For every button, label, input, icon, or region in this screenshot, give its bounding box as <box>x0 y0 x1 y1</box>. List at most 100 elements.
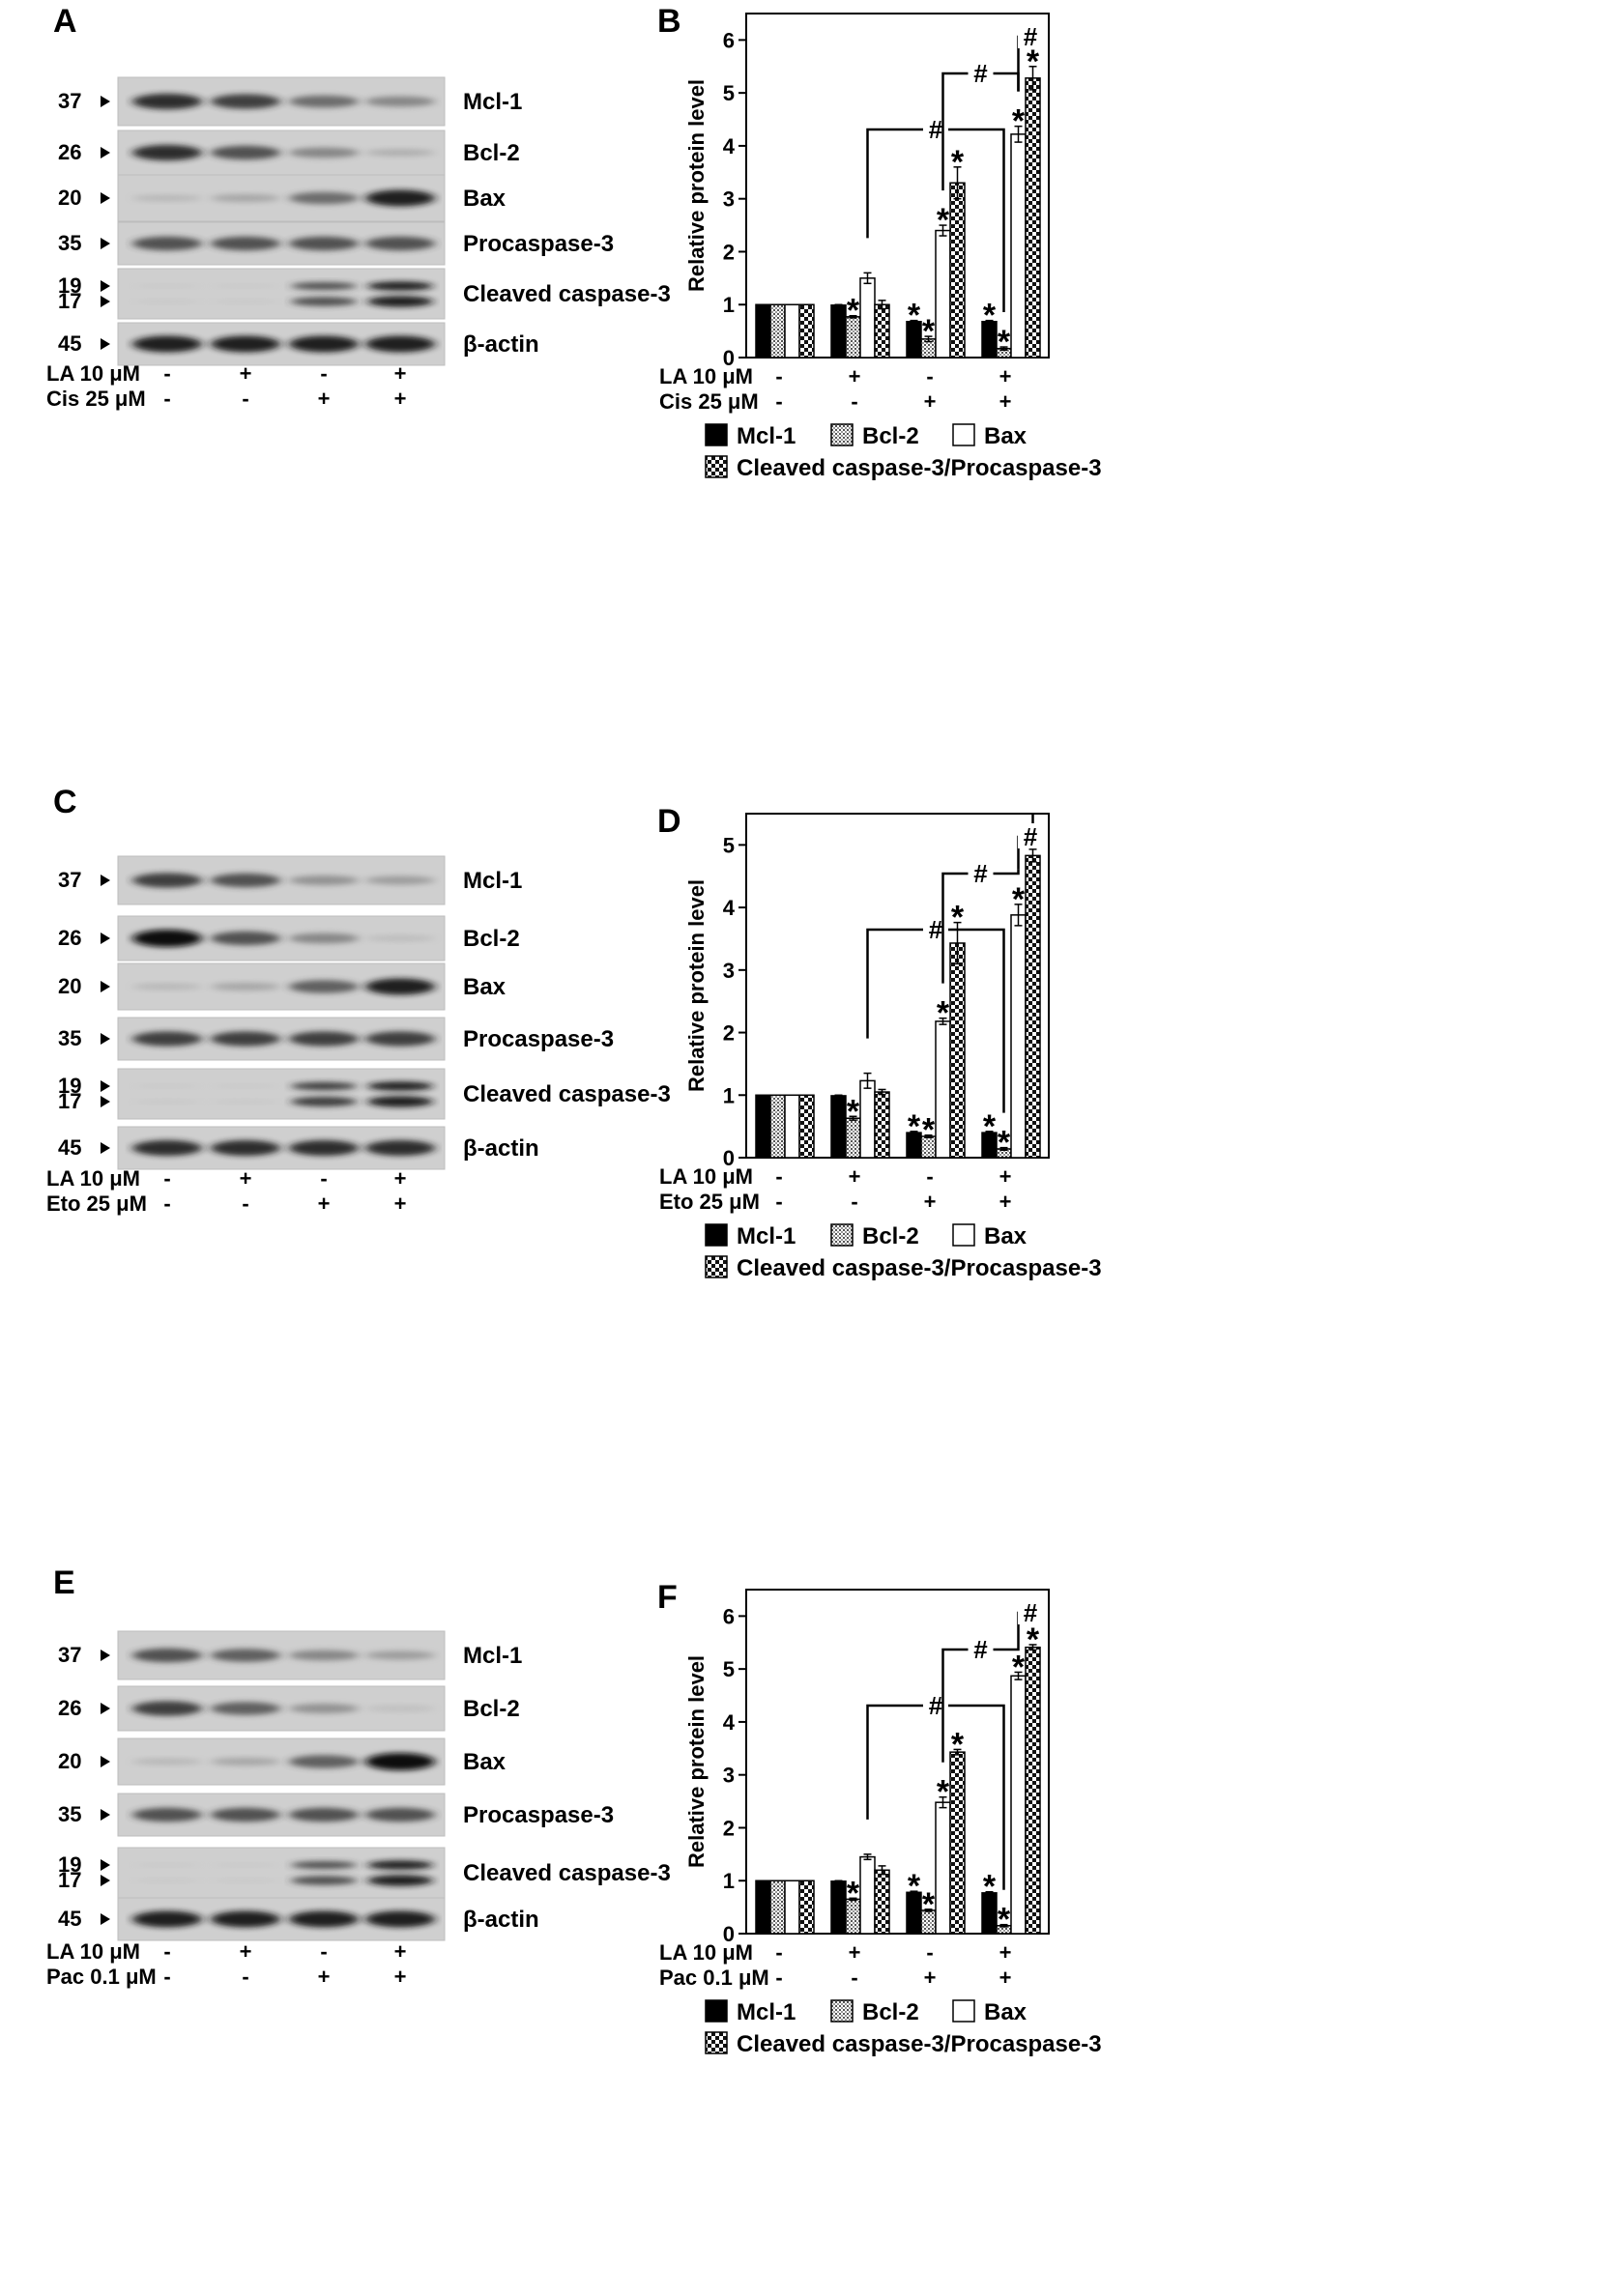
bar <box>798 303 815 359</box>
treatment-mark: + <box>999 364 1012 388</box>
treatment-mark: - <box>163 387 170 411</box>
blot-band <box>132 194 202 202</box>
treatment-mark: + <box>394 387 407 411</box>
mw-label: 26 <box>58 1696 81 1720</box>
mw-arrow-icon <box>101 1142 110 1154</box>
bar <box>859 1855 876 1935</box>
mw-label: 37 <box>58 89 81 113</box>
bar <box>949 1751 966 1935</box>
bar <box>830 1095 847 1159</box>
blot-protein-label: Bcl-2 <box>463 140 520 166</box>
blot-row: 37 Mcl-1 <box>58 855 522 905</box>
blot-band-lower <box>134 1100 200 1104</box>
blot-band-upper <box>134 1084 200 1088</box>
legend-label: Mcl-1 <box>737 423 796 449</box>
blot-row: 20 Bax <box>58 1737 507 1786</box>
mw-arrow-icon <box>101 338 110 350</box>
blot-protein-label: β-actin <box>463 1907 539 1933</box>
treatment-label: LA 10 μM <box>46 1166 140 1191</box>
mw-label: 35 <box>58 1802 81 1826</box>
blot-band-lower <box>367 1875 433 1886</box>
legend-swatch <box>830 423 854 446</box>
blot-row: 35 Procaspase-3 <box>58 1017 614 1061</box>
legend-label: Bax <box>984 1999 1028 2025</box>
blot-band <box>365 1031 435 1047</box>
significance-bracket: # <box>1017 814 1043 870</box>
mw-label: 20 <box>58 974 81 998</box>
y-tick-label: 5 <box>723 81 735 105</box>
mw-arrow-icon <box>101 1650 110 1661</box>
treatment-mark: - <box>926 1940 933 1965</box>
blot-band <box>365 236 435 251</box>
treatment-mark: + <box>924 389 937 414</box>
legend-label: Cleaved caspase-3/Procaspase-3 <box>737 1255 1102 1281</box>
significance-star: * <box>1012 1649 1026 1685</box>
bar <box>784 1880 800 1935</box>
bar <box>755 1880 771 1935</box>
treatment-label: LA 10 μM <box>659 1164 753 1189</box>
legend-swatch <box>952 1223 975 1247</box>
blot-protein-label: Bax <box>463 186 507 212</box>
mw-arrow-icon <box>101 296 110 307</box>
mw-label: 26 <box>58 926 81 950</box>
bar <box>859 1079 876 1159</box>
blot-band-lower <box>213 1100 278 1104</box>
treatment-mark: + <box>924 1966 937 1990</box>
bracket-symbol: # <box>1024 822 1038 851</box>
panel-letter: D <box>657 803 681 840</box>
blot-band <box>211 145 280 160</box>
bar <box>830 304 847 359</box>
treatment-mark: - <box>926 1164 933 1189</box>
legend: Mcl-1 Bcl-2 Bax Cleaved caspase-3/Procaspas… <box>705 423 1102 481</box>
mw-label: 45 <box>58 1907 81 1931</box>
blot-band <box>132 1807 202 1822</box>
plot-frame <box>745 1589 1050 1935</box>
treatment-mark: - <box>163 1166 170 1191</box>
significance-bracket: # <box>866 915 1005 1113</box>
blot-protein-label: Bcl-2 <box>463 1696 520 1722</box>
treatment-mark: - <box>320 361 327 386</box>
treatment-mark: - <box>242 387 248 411</box>
significance-star: * <box>847 1093 860 1130</box>
blot-band <box>289 1031 359 1047</box>
legend-swatch <box>705 423 728 446</box>
blot-band <box>211 873 280 888</box>
bar <box>1025 854 1041 1159</box>
bracket-symbol: # <box>973 1635 988 1664</box>
mw-arrow-icon <box>101 1080 110 1092</box>
significance-star: * <box>1012 881 1026 918</box>
mw-label: 37 <box>58 1643 81 1667</box>
y-tick-label: 2 <box>723 240 735 264</box>
blot-protein-label: Bcl-2 <box>463 926 520 952</box>
significance-star: * <box>922 1886 936 1923</box>
blot-band-lower <box>291 1096 357 1107</box>
legend-label: Cleaved caspase-3/Procaspase-3 <box>737 2031 1102 2057</box>
blot-band <box>289 1704 359 1713</box>
treatment-label: Pac 0.1 μM <box>46 1965 157 1989</box>
blot-band <box>365 149 435 157</box>
y-tick-label: 6 <box>723 28 735 52</box>
mw-arrow-icon <box>101 1809 110 1821</box>
bracket-symbol: # <box>929 115 943 144</box>
y-tick-label: 4 <box>723 896 736 920</box>
mw-label: 26 <box>58 140 81 164</box>
blot-row: 26 Bcl-2 <box>58 915 520 961</box>
blot-band <box>289 933 359 944</box>
blot-band-upper <box>367 1081 433 1091</box>
legend-label: Cleaved caspase-3/Procaspase-3 <box>737 455 1102 481</box>
blot-band <box>132 873 202 888</box>
mw-label: 19 <box>58 273 81 298</box>
legend-swatch <box>952 423 975 446</box>
significance-star: * <box>998 1125 1011 1162</box>
treatment-label: LA 10 μM <box>46 1939 140 1964</box>
blot-band <box>211 1139 280 1157</box>
blot-band <box>365 189 435 207</box>
blot-band <box>365 875 435 885</box>
significance-bracket: # <box>941 1635 1020 1763</box>
legend-label: Bax <box>984 423 1028 449</box>
treatment-mark: - <box>163 361 170 386</box>
blot-band <box>211 1807 280 1822</box>
significance-star: * <box>908 1868 921 1905</box>
